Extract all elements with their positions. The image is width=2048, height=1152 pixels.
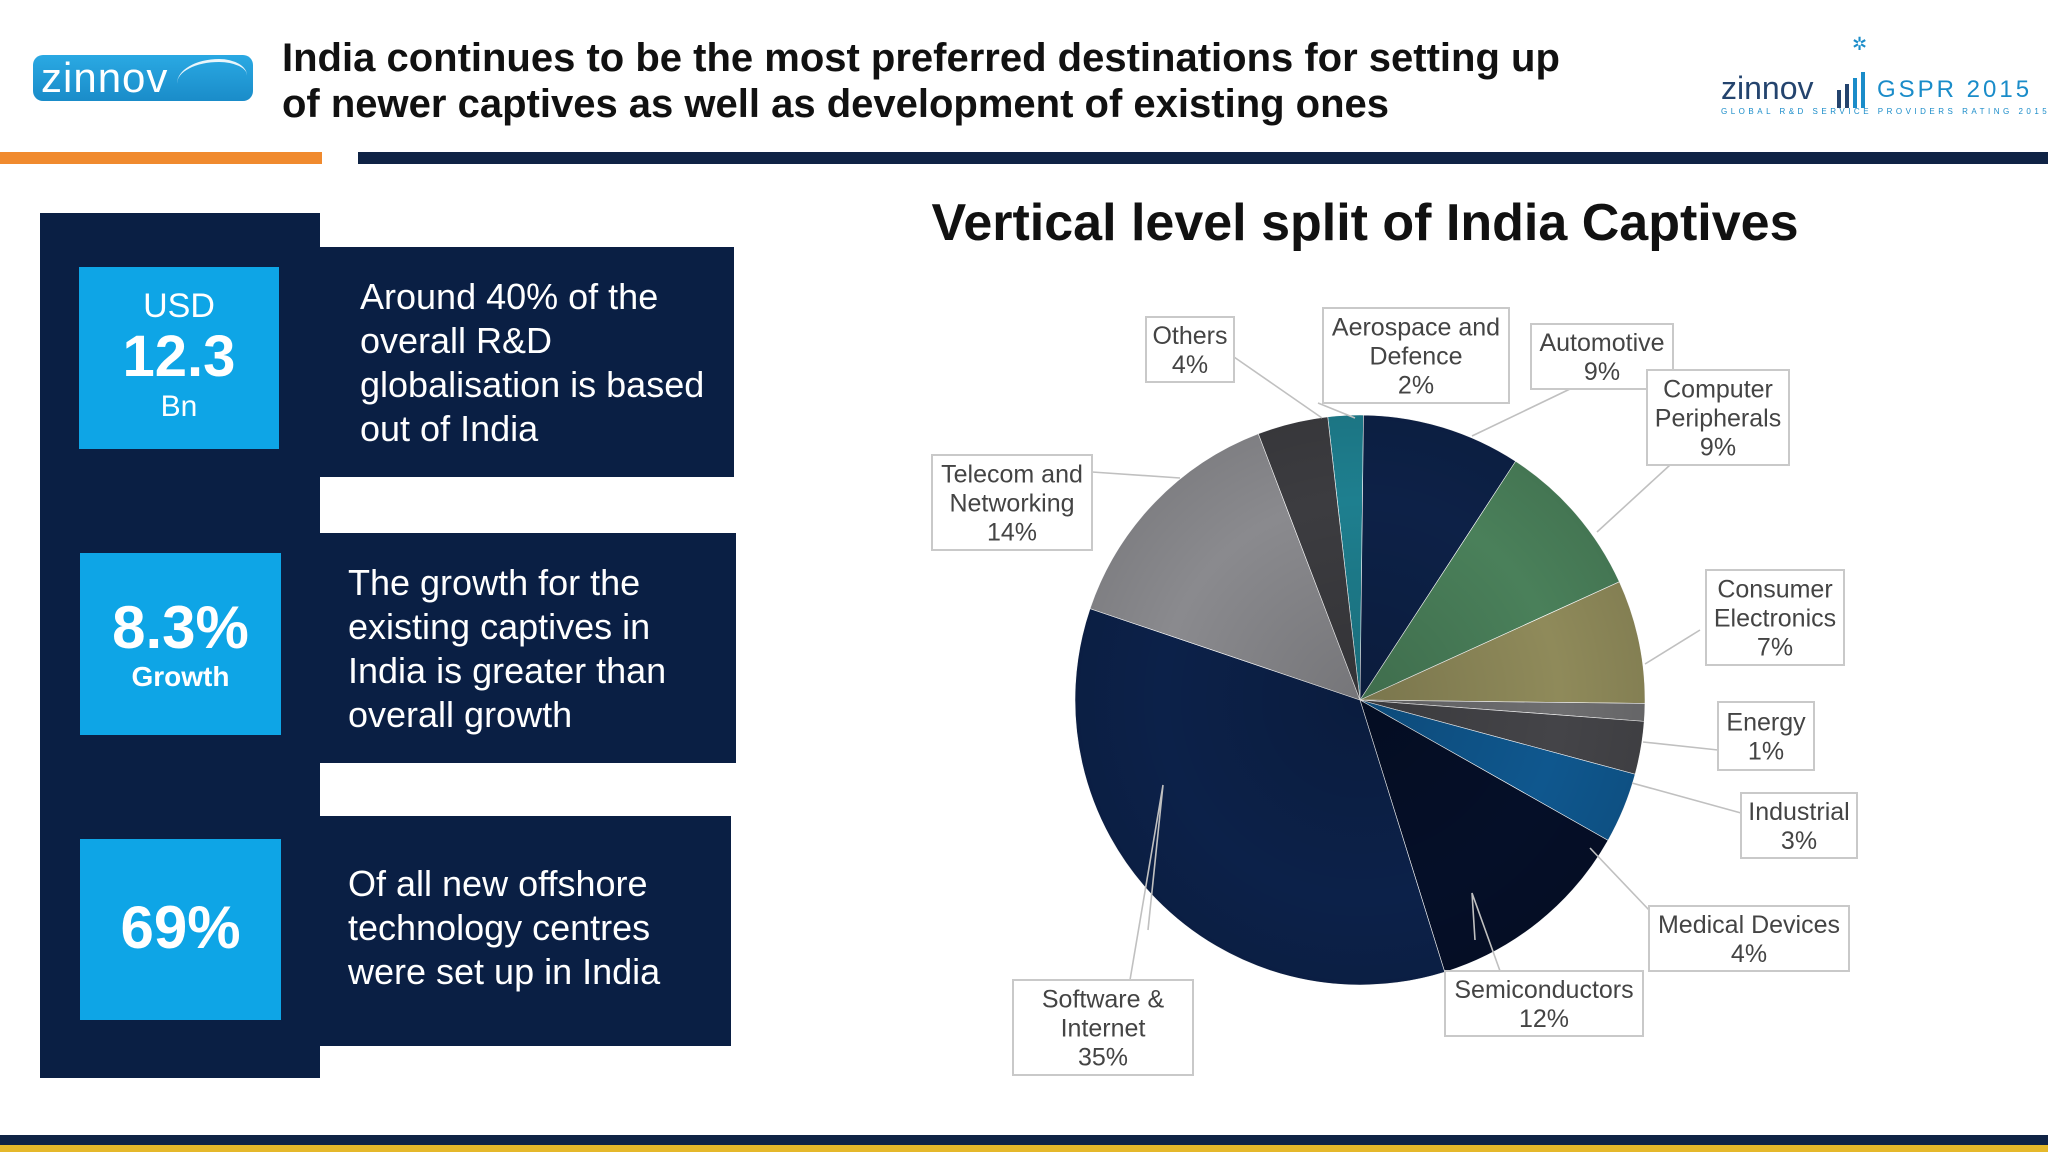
leader-line: [1129, 784, 1164, 981]
stat-card-rd-value: USD 12.3 Bn: [79, 267, 279, 449]
slice-label-text: Electronics: [1714, 605, 1836, 633]
leader-line: [1596, 464, 1671, 533]
leader-line: [1233, 356, 1323, 419]
star-icon: ✲: [1852, 34, 1868, 54]
stat-description-1: Around 40% of the overall R&D globalisat…: [320, 247, 734, 477]
desc-line: overall growth: [348, 694, 573, 735]
slice-label-text: Aerospace and: [1332, 314, 1500, 342]
slice-label-text: Semiconductors: [1454, 976, 1633, 1004]
slice-label-box: [1145, 316, 1235, 383]
slice-label-text: Defence: [1369, 343, 1462, 371]
leader-line: [1471, 388, 1571, 437]
gspr-logo-tagline: GLOBAL R&D SERVICE PROVIDERS RATING 2015: [1721, 107, 2048, 116]
slice-label-text: 1%: [1748, 738, 1784, 766]
slice-label-text: Others: [1152, 322, 1227, 350]
stat-description-2: The growth for the existing captives in …: [320, 533, 736, 763]
slice-label-text: Telecom and: [941, 461, 1083, 489]
gspr-logo-mark: GSPR 2015: [1877, 76, 2033, 103]
slice-label-box: [1012, 979, 1194, 1076]
bar-graph-icon: [1837, 72, 1865, 108]
stat-value: 69%: [120, 894, 241, 961]
slice-label-box: [1322, 307, 1510, 404]
slice-label-text: Software &: [1042, 986, 1165, 1014]
desc-line: Of all new offshore: [348, 863, 648, 904]
slice-label-text: Industrial: [1748, 798, 1849, 826]
stat-card-new-centres: 69%: [80, 839, 281, 1020]
desc-line: out of India: [360, 408, 539, 449]
desc-line: were set up in India: [348, 951, 661, 992]
desc-line: technology centres: [348, 907, 651, 948]
header-rule-orange: [0, 152, 322, 164]
desc-line: The growth for the: [348, 562, 641, 603]
slice-label-text: Peripherals: [1655, 405, 1781, 433]
slice-label-text: 14%: [987, 519, 1037, 547]
slice-label-box: [1717, 701, 1815, 771]
stat-value: 8.3%: [112, 594, 249, 661]
slice-label-box: [1646, 369, 1790, 466]
title-line-1: India continues to be the most preferred…: [282, 36, 1560, 80]
slice-label-box: [1705, 569, 1845, 666]
slice-label-text: 35%: [1078, 1044, 1128, 1072]
footer-rule-navy: [0, 1135, 2048, 1145]
leader-line: [1644, 629, 1701, 665]
zinnov-logo: zinnov: [33, 55, 253, 101]
slice-label-text: 4%: [1172, 351, 1208, 379]
slice-label-text: Networking: [949, 490, 1074, 518]
slice-label-text: 7%: [1757, 634, 1793, 662]
desc-line: Around 40% of the: [360, 276, 659, 317]
header-rule-navy: [358, 152, 2048, 164]
slice-label-text: 12%: [1519, 1005, 1569, 1033]
gspr-logo: ✲ zinnov GSPR 2015 GLOBAL R&D SERVICE PR…: [1715, 34, 2047, 118]
slice-label-box: [1740, 792, 1858, 859]
slice-label-text: Energy: [1726, 709, 1806, 737]
slice-label-text: Medical Devices: [1658, 911, 1840, 939]
leader-line: [1589, 847, 1650, 911]
stat-suffix: Growth: [131, 661, 230, 692]
slice-label-text: 2%: [1398, 372, 1434, 400]
logo-swoosh-icon: [177, 59, 247, 100]
zinnov-logo-text: zinnov: [41, 54, 169, 101]
stat-description-3: Of all new offshore technology centres w…: [320, 816, 731, 1046]
slice-label-text: 9%: [1700, 434, 1736, 462]
stat-value: 12.3: [122, 324, 236, 389]
slice-label-box: [931, 454, 1093, 551]
desc-line: India is greater than: [348, 650, 667, 691]
slice-label-box: [1444, 970, 1644, 1037]
leader-line: [1091, 471, 1181, 479]
title-line-2: of newer captives as well as development…: [282, 82, 1390, 126]
stat-suffix: Bn: [160, 390, 198, 423]
slice-label-text: Internet: [1061, 1015, 1146, 1043]
desc-line: existing captives in: [348, 606, 651, 647]
gspr-logo-word: zinnov: [1721, 70, 1814, 106]
leader-line: [1471, 892, 1501, 972]
page-title: India continues to be the most preferred…: [282, 35, 1662, 127]
slice-label-text: Computer: [1663, 376, 1773, 404]
desc-line: overall R&D: [360, 320, 553, 361]
slice-label-text: 9%: [1584, 358, 1620, 386]
footer-rule-gold: [0, 1145, 2048, 1152]
stat-prefix: USD: [143, 287, 215, 325]
leader-line: [1631, 782, 1742, 814]
stat-card-growth: 8.3% Growth: [80, 553, 281, 735]
slice-label-text: Automotive: [1539, 329, 1664, 357]
desc-line: globalisation is based: [360, 364, 705, 405]
slice-label-text: 4%: [1731, 940, 1767, 968]
slice-label-box: [1648, 905, 1850, 972]
leader-line: [1642, 741, 1719, 751]
slice-label-text: 3%: [1781, 827, 1817, 855]
leader-line: [1317, 402, 1356, 419]
slice-label-text: Consumer: [1717, 576, 1832, 604]
chart-title: Vertical level split of India Captives: [931, 194, 1799, 252]
